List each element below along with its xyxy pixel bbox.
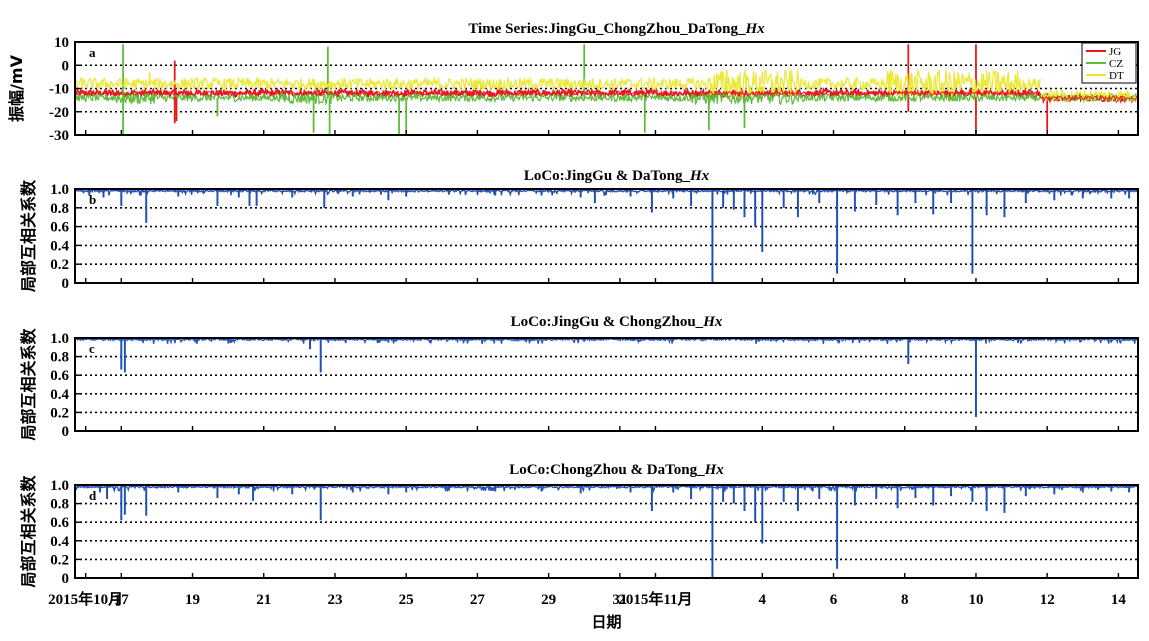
plot-frame [74,188,1139,284]
panel-letter: d [89,488,97,503]
ytick-label: 0.8 [50,350,69,366]
series-line-CZ [75,89,1138,106]
series-group [75,189,1138,283]
ytick-label: 0 [62,571,70,587]
xtick-label: 21 [256,592,271,608]
y-axis-label: 局部互相关系数 [19,179,38,292]
ytick-label: 1.0 [50,182,69,198]
title-text: LoCo:JingGu & DaTong_ [524,168,691,184]
legend-label-DT: DT [1109,70,1124,82]
y-axis-label: 局部互相关系数 [19,328,38,441]
xtick-label: 10 [968,592,983,608]
xtick-month-label: 2015年11月 [618,590,692,608]
ytick-label: 0.4 [50,238,69,254]
xtick-label: 25 [399,592,414,608]
series-line-JG-top [75,90,1041,97]
ytick-label: 1.0 [50,331,69,347]
legend-label-JG: JG [1109,46,1121,58]
xtick-label: 19 [185,592,200,608]
ytick-label: 0 [62,58,70,74]
panel-title: LoCo:JingGu & DaTong_Hx [524,168,710,184]
ytick-label: 0 [62,276,70,292]
title-suffix: Hx [704,462,725,478]
xtick-label: 12 [1040,592,1055,608]
title-suffix: Hx [744,21,765,37]
panel-d: 1.0 0.8 0.6 0.4 0.2 0 LoCo:ChongZhou & DaTong_… [19,462,1139,588]
xtick-label: 14 [1111,592,1127,608]
title-suffix: Hx [689,168,710,184]
ytick-label: 0.2 [50,552,69,568]
ytick-label: 0.8 [50,497,69,513]
xtick-label: 17 [114,592,130,608]
series-line-DT [75,68,1041,98]
title-suffix: Hx [702,314,723,330]
series-line [75,189,1138,197]
panel-title: LoCo:ChongZhou & DaTong_Hx [509,462,724,478]
y-axis-label: 局部互相关系数 [19,475,38,588]
panel-title: Time Series:JingGu_ChongZhou_DaTong_Hx [468,21,765,37]
series-group [75,485,1138,578]
panel-letter: c [89,341,95,356]
xtick-label: 6 [830,592,838,608]
ytick-label: 0 [62,424,70,440]
ytick-label: -20 [49,105,69,121]
ytick-label: -30 [49,128,69,144]
series-line [75,485,1138,494]
ytick-label: 0.2 [50,405,69,421]
series-group [75,338,1138,418]
xtick-label: 31 [612,592,627,608]
xtick-label: 4 [759,592,767,608]
plot-frame [74,337,1139,432]
title-text: LoCo:ChongZhou & DaTong_ [509,462,705,478]
ytick-label: 0.8 [50,201,69,217]
panel-a: 10 0 -10 -20 -30 Time Series:JingGu_ChongZhou… [7,21,1139,144]
y-axis-label: 振幅/mV [7,54,26,122]
x-axis-label: 日期 [591,613,621,631]
xtick-label: 27 [470,592,486,608]
series-line-JG-top [1039,94,1138,101]
series-group [75,44,1138,135]
xtick-label: 23 [327,592,342,608]
ytick-label: 0.4 [50,387,69,403]
xtick-month-label: 2015年10月 [48,590,123,608]
xtick-label: 8 [901,592,909,608]
panel-title: LoCo:JingGu & ChongZhou_Hx [511,314,723,330]
title-text: Time Series:JingGu_ChongZhou_DaTong_ [468,21,746,37]
ytick-label: -10 [49,82,69,98]
series-line-JG [75,86,1041,100]
ytick-label: 0.6 [50,368,69,384]
panel-c: 1.0 0.8 0.6 0.4 0.2 0 LoCo:JingGu & ChongZhou_… [19,314,1139,441]
ytick-label: 0.6 [50,515,69,531]
title-text: LoCo:JingGu & ChongZhou_ [511,314,704,330]
series-line-DT [1039,88,1138,103]
ytick-label: 0.6 [50,220,69,236]
panel-letter: b [89,192,96,207]
ytick-label: 0.4 [50,534,69,550]
ytick-label: 10 [54,35,69,51]
panel-letter: a [89,45,96,60]
ytick-label: 0.2 [50,257,69,273]
ytick-label: 1.0 [50,478,69,494]
legend-label-CZ: CZ [1109,58,1123,70]
xtick-label: 29 [541,592,556,608]
series-line [75,338,1138,346]
plot-frame [74,484,1139,579]
